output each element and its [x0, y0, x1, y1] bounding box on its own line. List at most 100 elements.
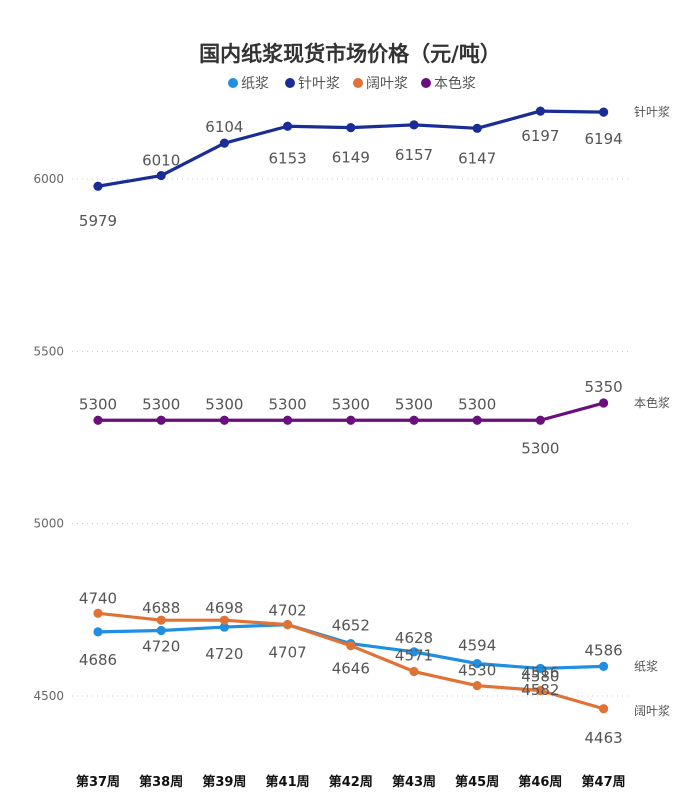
- x-tick-8: 第46周: [518, 774, 562, 790]
- series-4-point-1: [93, 415, 103, 425]
- chart-title: 国内纸浆现货市场价格（元/吨）: [199, 42, 501, 66]
- data-label-4-2: 5300: [142, 395, 180, 413]
- data-label-3-9: 4463: [585, 729, 623, 747]
- series-3-point-8: [535, 685, 546, 696]
- series-1-point-9: [599, 661, 609, 671]
- series-3-point-5: [346, 641, 356, 651]
- series-2-point-4: [283, 121, 293, 131]
- series-2-point-9: [599, 107, 609, 117]
- legend-label-4: 本色浆: [434, 75, 476, 92]
- data-label-1-9: 4586: [585, 641, 623, 659]
- data-label-2-7: 6147: [458, 149, 496, 167]
- data-label-3-1: 4740: [79, 589, 117, 607]
- series-2-point-6: [409, 120, 419, 130]
- data-label-1-8: 4580: [521, 667, 559, 685]
- legend-label-2: 针叶浆: [298, 76, 340, 92]
- data-label-3-7: 4530: [458, 662, 496, 680]
- series-4-point-2: [156, 415, 166, 425]
- series-3-point-7: [472, 681, 482, 691]
- end-label-2: 针叶浆: [634, 104, 670, 119]
- data-label-2-1: 5979: [79, 212, 117, 230]
- series-1-point-7: [472, 659, 482, 669]
- legend-marker-4: [421, 78, 431, 88]
- series-3-point-9: [599, 704, 609, 714]
- data-label-4-6: 5300: [395, 395, 433, 413]
- series-3-point-3: [219, 615, 229, 625]
- series-2-point-3: [219, 138, 229, 148]
- series-1-point-3: [219, 622, 229, 632]
- series-2-point-5: [346, 123, 356, 133]
- y-tick-6000: 6000: [33, 172, 64, 186]
- data-label-2-3: 6104: [205, 118, 243, 136]
- x-tick-1: 第37周: [76, 774, 120, 790]
- data-label-2-5: 6149: [332, 149, 370, 167]
- series-group: [93, 106, 609, 714]
- data-label-2-2: 6010: [142, 152, 180, 170]
- end-label-1: 纸浆: [634, 658, 658, 673]
- extra-data-label-1: 4582: [521, 681, 559, 699]
- data-label-1-2: 4720: [142, 638, 180, 656]
- data-label-3-6: 4571: [395, 647, 433, 665]
- data-label-3-4: 4702: [269, 602, 307, 620]
- data-label-4-9: 5350: [585, 378, 623, 396]
- x-tick-4: 第41周: [266, 774, 310, 790]
- legend: 纸浆 针叶浆 阔叶浆 本色浆: [228, 75, 476, 92]
- x-tick-7: 第45周: [455, 774, 499, 790]
- series-1-point-2: [156, 625, 166, 636]
- data-label-4-7: 5300: [458, 395, 496, 413]
- legend-marker-2: [285, 78, 295, 88]
- series-4-point-6: [409, 415, 419, 425]
- data-label-1-1: 4686: [79, 651, 117, 669]
- data-label-2-4: 6153: [269, 149, 307, 167]
- gridlines: [72, 178, 630, 697]
- data-label-1-6: 4628: [395, 629, 433, 647]
- data-label-4-4: 5300: [269, 395, 307, 413]
- y-tick-4500: 4500: [33, 689, 64, 703]
- x-tick-5: 第42周: [329, 774, 373, 790]
- end-label-4: 本色浆: [634, 395, 670, 410]
- legend-marker-3: [353, 78, 363, 88]
- data-label-4-5: 5300: [332, 395, 370, 413]
- data-labels: 4686 4720 4720 4707 4652 4628 4594 4580 4586 5979…: [79, 118, 623, 747]
- data-label-3-2: 4688: [142, 599, 180, 617]
- series-4-point-5: [346, 415, 356, 425]
- data-label-3-5: 4646: [332, 660, 370, 678]
- legend-label-3: 阔叶浆: [366, 76, 408, 92]
- x-tick-6: 第43周: [392, 774, 436, 790]
- series-4-point-4: [283, 415, 293, 425]
- series-3-point-2: [156, 615, 166, 625]
- data-label-1-5: 4652: [332, 617, 370, 635]
- data-label-2-6: 6157: [395, 146, 433, 164]
- series-4-point-9: [599, 398, 609, 408]
- series-2-point-1: [93, 181, 103, 191]
- legend-marker-1: [228, 78, 238, 88]
- series-1-point-6: [409, 647, 419, 657]
- y-axis: 4500 5000 5500 6000: [33, 172, 64, 703]
- data-label-4-3: 5300: [205, 395, 243, 413]
- legend-label-1: 纸浆: [241, 76, 269, 92]
- series-2-point-7: [472, 123, 482, 133]
- y-tick-5000: 5000: [33, 517, 64, 531]
- x-tick-9: 第47周: [582, 774, 626, 790]
- x-axis: 第37周 第38周 第39周 第41周 第42周 第43周 第45周 第46周 第47周: [76, 774, 626, 790]
- data-label-2-8: 6197: [521, 127, 559, 145]
- end-label-3: 阔叶浆: [634, 703, 670, 718]
- series-4-point-8: [535, 415, 546, 425]
- series-1-point-1: [93, 627, 103, 637]
- data-label-4-1: 5300: [79, 395, 117, 413]
- x-tick-3: 第39周: [202, 774, 246, 790]
- series-4-point-3: [219, 415, 229, 425]
- data-label-1-4: 4707: [269, 644, 307, 662]
- data-label-2-9: 6194: [585, 130, 623, 148]
- y-tick-5500: 5500: [33, 344, 64, 358]
- data-label-1-7: 4594: [458, 637, 496, 655]
- x-tick-2: 第38周: [139, 774, 183, 790]
- series-3-point-6: [409, 666, 419, 677]
- series-3-point-1: [93, 608, 103, 618]
- series-2-point-8: [535, 106, 546, 116]
- data-label-3-3: 4698: [205, 599, 243, 617]
- series-4-point-7: [472, 415, 482, 425]
- data-label-4-8: 5300: [521, 439, 559, 457]
